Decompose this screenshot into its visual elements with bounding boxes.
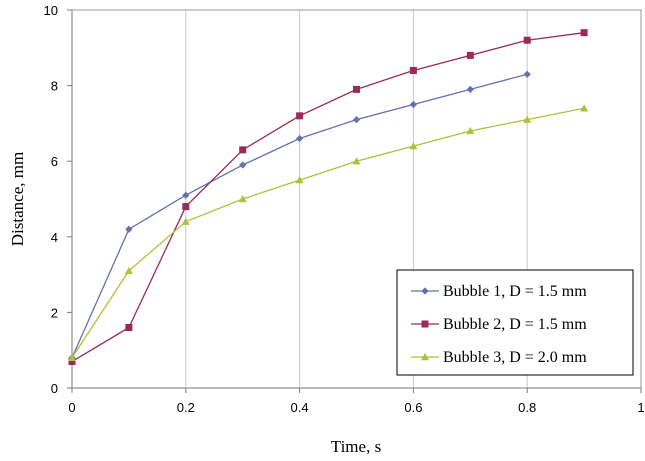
legend-item-2: Bubble 2, D = 1.5 mm	[411, 316, 587, 333]
legend-marker-1	[421, 287, 429, 295]
series-3-point-5	[352, 157, 361, 165]
y-tick-label-3: 6	[51, 154, 58, 169]
series-3-point-6	[409, 142, 418, 150]
series-1-point-7	[466, 85, 474, 93]
y-tick-label-5: 10	[44, 3, 58, 18]
x-tick-label-3: 0.6	[404, 400, 422, 415]
tick-labels: 0 2 4 6 8 10 0 0.2 0.4 0.6 0.8 1	[44, 3, 645, 415]
series-2-point-5	[353, 85, 360, 93]
legend-label-2: Bubble 2, D = 1.5 mm	[443, 316, 587, 333]
legend: Bubble 1, D = 1.5 mm Bubble 2, D = 1.5 mm…	[396, 269, 634, 376]
legend-label-1: Bubble 1, D = 1.5 mm	[443, 283, 587, 300]
x-tick-label-1: 0.2	[177, 400, 195, 415]
legend-marker-2	[421, 320, 429, 328]
series-2-point-9	[580, 29, 588, 37]
series-3-point-2	[181, 217, 190, 225]
series-2-point-4	[296, 112, 304, 120]
y-tick-label-1: 2	[51, 305, 58, 320]
x-tick-label-2: 0.4	[291, 400, 309, 415]
axes	[67, 9, 642, 393]
series-1-point-5	[352, 116, 361, 124]
series-2-point-2	[182, 203, 190, 211]
x-axis-label: Time, s	[331, 437, 381, 456]
series-2-point-1	[125, 324, 133, 332]
legend-item-1: Bubble 1, D = 1.5 mm	[411, 283, 587, 300]
series-3-point-0	[68, 353, 76, 361]
series-3-point-3	[238, 195, 247, 203]
series-1-point-8	[523, 70, 531, 78]
series-1-point-6	[409, 100, 417, 109]
series-group	[68, 29, 589, 366]
series-1	[68, 70, 531, 362]
series-2-point-6	[409, 66, 417, 74]
series-1-point-3	[239, 161, 247, 169]
y-tick-label-2: 4	[51, 230, 58, 245]
series-2-point-0	[68, 358, 76, 366]
series-3-point-4	[295, 176, 304, 184]
legend-item-3: Bubble 3, D = 2.0 mm	[411, 349, 587, 366]
x-tick-label-0: 0	[68, 400, 75, 415]
y-tick-label-0: 0	[51, 381, 58, 396]
series-1-point-4	[296, 134, 304, 143]
y-tick-label-4: 8	[51, 79, 58, 94]
series-3-point-7	[466, 126, 475, 135]
series-1-point-2	[182, 191, 190, 199]
y-axis-label: Distance, mm	[8, 152, 27, 246]
series-3-point-9	[580, 104, 589, 112]
legend-label-3: Bubble 3, D = 2.0 mm	[443, 349, 587, 366]
series-2	[68, 29, 588, 366]
series-3	[68, 104, 589, 361]
series-2-point-8	[523, 36, 531, 44]
legend-box	[396, 269, 634, 376]
series-2-line	[71, 32, 585, 363]
series-1-point-1	[125, 225, 133, 233]
series-3-point-8	[523, 115, 532, 123]
series-3-line	[71, 107, 585, 359]
series-3-point-1	[124, 266, 133, 275]
series-2-point-7	[466, 51, 474, 59]
series-2-point-3	[239, 146, 247, 154]
x-tick-label-4: 0.8	[518, 400, 536, 415]
x-tick-label-5: 1	[637, 400, 644, 415]
legend-marker-3	[421, 353, 429, 361]
